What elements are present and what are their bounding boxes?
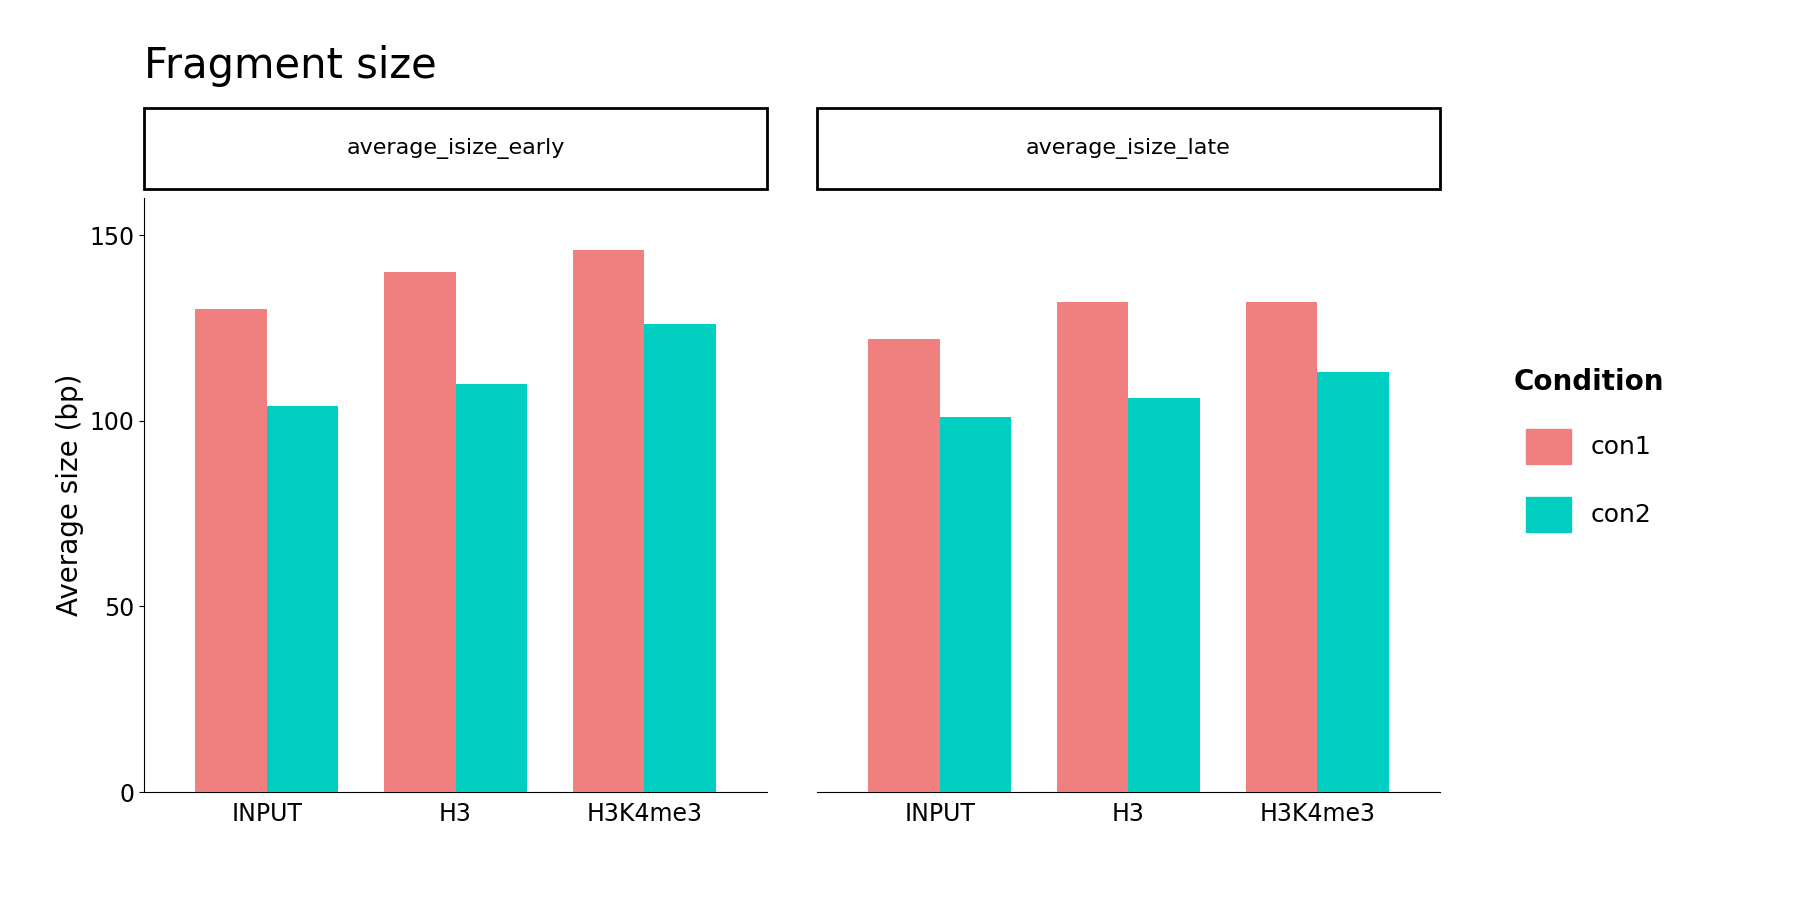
- Text: average_isize_late: average_isize_late: [1026, 138, 1231, 159]
- Bar: [940, 417, 1012, 792]
- Bar: [868, 339, 940, 792]
- Bar: [1246, 302, 1318, 792]
- Bar: [455, 383, 527, 792]
- Bar: [1129, 399, 1201, 792]
- Bar: [644, 324, 716, 792]
- Bar: [194, 310, 266, 792]
- Text: average_isize_early: average_isize_early: [346, 138, 565, 159]
- Text: Fragment size: Fragment size: [144, 45, 437, 87]
- Bar: [266, 406, 338, 792]
- Bar: [1318, 373, 1390, 792]
- Bar: [1057, 302, 1129, 792]
- Y-axis label: Average size (bp): Average size (bp): [56, 374, 83, 616]
- Bar: [572, 250, 644, 792]
- Legend: con1, con2: con1, con2: [1489, 343, 1688, 557]
- Bar: [383, 272, 455, 792]
